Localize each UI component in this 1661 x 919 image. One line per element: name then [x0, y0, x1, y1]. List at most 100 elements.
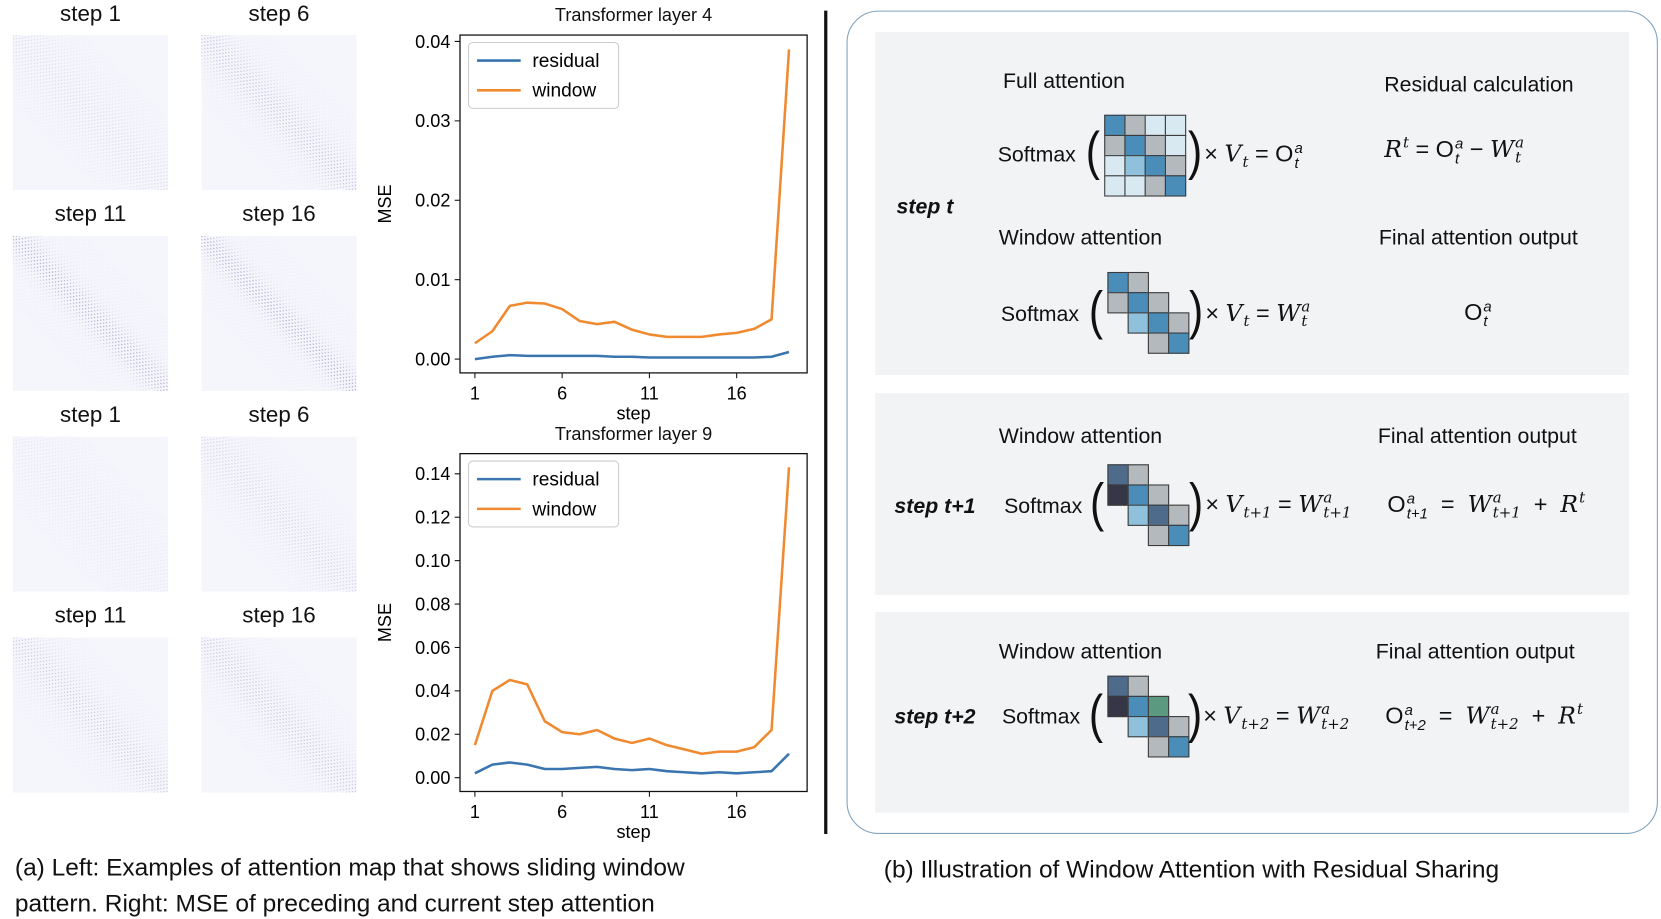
heatmap-diagonal [201, 38, 355, 191]
subscript [1577, 717, 1583, 732]
term-base: = [1269, 702, 1297, 729]
matrix-cell [1127, 312, 1149, 334]
heatmap-diagonal [207, 436, 357, 586]
equation-term: + [1519, 702, 1559, 729]
term-base: = [1249, 299, 1277, 327]
full-attention-label: Full attention [1003, 70, 1125, 94]
subscript: t+1 [1323, 504, 1352, 522]
caption-right: (b) Illustration of Window Attention wit… [883, 855, 1500, 883]
heatmap-diagonal [201, 242, 351, 391]
subscript: t [1483, 312, 1488, 330]
heatmap-diagonal [227, 35, 357, 164]
heatmap-diagonal [220, 235, 357, 371]
y-tick-label: 0.10 [415, 551, 450, 571]
subscript: t [1454, 149, 1460, 167]
heatmap-diagonal [237, 436, 357, 555]
attention-heatmap [201, 35, 357, 191]
heatmap-diagonal [201, 58, 334, 191]
heatmap-diagonal [32, 436, 169, 572]
heatmap-diagonal [12, 249, 156, 391]
step-t1-label: step t+1 [894, 495, 976, 519]
caption-left-line1: (a) Left: Examples of attention map that… [14, 853, 685, 881]
heatmap-diagonal [18, 235, 169, 385]
heatmap-background [12, 35, 169, 191]
attention-heatmap [12, 235, 169, 391]
heatmap-diagonal [39, 235, 169, 365]
subscript: t+1 [1406, 504, 1428, 522]
x-tick-label: 1 [470, 802, 480, 822]
equation-term: = [1426, 702, 1466, 729]
term-scripts: t+1 [1244, 491, 1272, 521]
heatmap-diagonal [241, 436, 357, 552]
heatmap-diagonal [214, 235, 357, 378]
term-base: R [1560, 491, 1579, 519]
matrix-cell [1107, 484, 1129, 506]
heatmap-diagonal [201, 252, 341, 391]
heatmap-diagonal [22, 35, 169, 181]
heatmap-diagonal [12, 436, 169, 592]
matrix-cell [1124, 175, 1146, 197]
heatmap-diagonal [248, 436, 357, 545]
open-paren: ( [1089, 472, 1105, 533]
heatmap-background [12, 235, 169, 391]
equation-term: V t+1 [1226, 491, 1272, 521]
heatmap-label: step 11 [54, 201, 127, 227]
close-paren: ) [1189, 472, 1204, 533]
heatmap-diagonal [12, 48, 156, 191]
x-axis-label: step [616, 404, 650, 424]
step-t1-box [875, 393, 1630, 595]
matrix-cell [1107, 271, 1129, 294]
matrix-cell [1164, 114, 1187, 136]
matrix-cell [1168, 716, 1190, 738]
heatmap-diagonal [18, 35, 169, 184]
term-base: R [1558, 703, 1576, 730]
heatmap-diagonal [18, 637, 169, 787]
heatmap-diagonal [52, 637, 169, 753]
heatmap-label: step 6 [248, 2, 310, 27]
heatmap-diagonal [39, 637, 169, 766]
heatmap-diagonal [201, 238, 355, 391]
y-tick-label: 0.02 [415, 191, 450, 211]
heatmap-diagonal [49, 637, 169, 756]
equation-term: − [1463, 136, 1490, 163]
superscript [1244, 491, 1272, 506]
heatmap-diagonal [217, 35, 357, 174]
equation-term: = [1250, 300, 1277, 327]
superscript: t [1402, 134, 1409, 152]
heatmap-diagonal [29, 35, 169, 174]
term-base: × [1205, 490, 1226, 518]
heatmap-diagonal [201, 55, 338, 191]
heatmap-diagonal [234, 637, 357, 759]
heatmap-diagonal [46, 637, 169, 759]
heatmap-diagonal [201, 637, 357, 793]
equation-term: V t [1224, 141, 1248, 170]
heatmap-diagonal [227, 235, 357, 365]
equation-term: × [1205, 300, 1225, 327]
matrix-cell [1107, 695, 1129, 718]
matrix-cell [1168, 312, 1190, 334]
equation-term: V t+2 [1223, 703, 1269, 732]
heatmap-diagonal [214, 35, 357, 177]
equation-term: × [1203, 702, 1223, 729]
heatmap-diagonal [201, 647, 348, 793]
heatmap-diagonal [201, 453, 341, 592]
x-tick-label: 6 [557, 383, 567, 403]
term-base: = [1271, 490, 1299, 518]
heatmap-diagonal [201, 41, 351, 191]
subscript: t [1301, 313, 1308, 331]
heatmap-diagonal [18, 436, 169, 586]
heatmap-label: step 1 [60, 402, 121, 428]
equation-term: = [1409, 136, 1436, 163]
matrix-cell [1144, 134, 1166, 157]
heatmap-diagonal [224, 637, 357, 770]
matrix-cell [1107, 464, 1129, 486]
heatmap-diagonal [237, 637, 357, 756]
superscript: a [1492, 489, 1502, 507]
heatmap-diagonal [12, 660, 146, 793]
superscript: a [1294, 139, 1303, 157]
heatmap-diagonal [12, 235, 169, 391]
